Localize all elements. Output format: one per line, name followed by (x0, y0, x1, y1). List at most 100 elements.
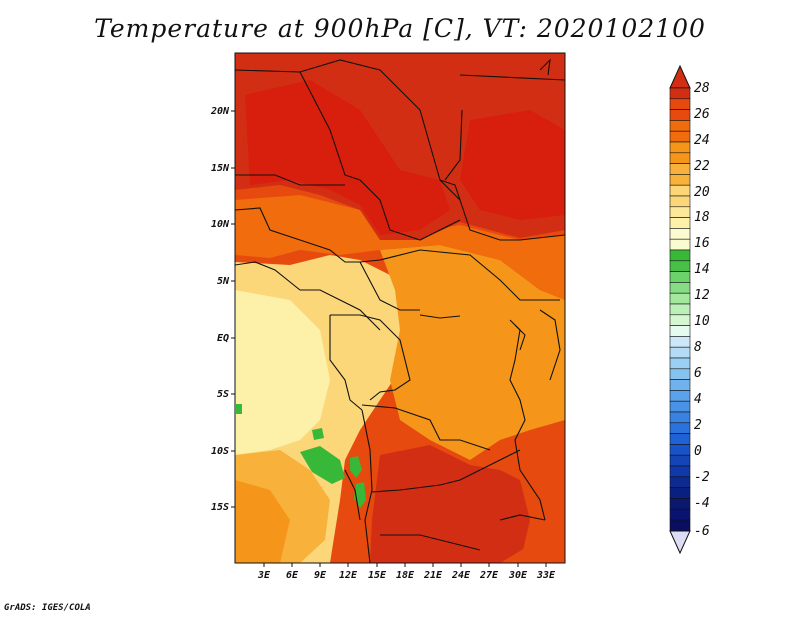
field-zone-ocean-warmer (235, 480, 290, 563)
colorbar-segment (669, 238, 691, 251)
colorbar-label: 20 (694, 185, 710, 200)
colorbar-label: 16 (694, 236, 710, 251)
colorbar-top-arrow (669, 64, 691, 89)
colorbar-segment (669, 174, 691, 186)
colorbar-label: 8 (694, 340, 702, 355)
map-frame (234, 52, 566, 564)
field-zone-green-patch-5 (236, 404, 242, 414)
colorbar-segment (669, 141, 691, 154)
colorbar-segment (669, 152, 691, 164)
colorbar-segment (669, 400, 691, 413)
map-borders (235, 58, 565, 563)
colorbar-label: 26 (694, 107, 710, 122)
lon-label-9e: 9E (314, 570, 327, 581)
colorbar-segment (669, 217, 691, 229)
colorbar-segment (669, 130, 691, 143)
credit-text: GrADS: IGES/COLA (4, 603, 91, 613)
colorbar-segment (669, 314, 691, 326)
border-line-7 (359, 261, 420, 311)
colorbar-label: 22 (694, 159, 710, 174)
border-line-13 (371, 449, 521, 493)
colorbar-segment (669, 87, 691, 100)
colorbar-segment (669, 271, 691, 283)
colorbar-segment (669, 260, 691, 272)
colorbar-label: -2 (694, 470, 710, 485)
field-zone-sahel-core (245, 80, 450, 235)
colorbar-segment (669, 454, 691, 467)
colorbar-label: 4 (694, 392, 702, 407)
colorbar-segment (669, 303, 691, 316)
field-zone-south-hot (370, 445, 540, 563)
lat-label-eq: EQ (217, 333, 229, 344)
lat-label-10n: 10N (211, 219, 230, 230)
colorbar-segment (669, 206, 691, 218)
field-zone-south-east (500, 430, 565, 563)
lon-label-18e: 18E (396, 570, 415, 581)
border-line-21 (419, 314, 461, 319)
colorbar-label: 12 (694, 288, 710, 303)
lon-label-27e: 27E (479, 570, 499, 581)
colorbar-segment (669, 465, 691, 478)
latitude-axis (231, 110, 235, 508)
lon-label-6e: 6E (286, 570, 299, 581)
border-line-4 (299, 71, 461, 241)
colorbar-segment (669, 163, 691, 175)
chart-title: Temperature at 900hPa [C], VT: 202010210… (94, 14, 706, 43)
colorbar-segment (669, 109, 691, 121)
colorbar-segment (669, 292, 691, 305)
colorbar-segment (669, 519, 691, 532)
colorbar-segment (669, 282, 691, 294)
lat-label-15n: 15N (211, 163, 230, 174)
colorbar-label: 6 (694, 366, 702, 381)
lon-label-15e: 15E (368, 570, 387, 581)
field-zone-midlat-band (235, 195, 565, 300)
temperature-field (235, 53, 565, 563)
lon-label-12e: 12E (339, 570, 358, 581)
lon-label-33e: 33E (536, 570, 556, 581)
colorbar-label: 28 (694, 81, 710, 96)
colorbar-segment (669, 249, 691, 262)
colorbar-segment (669, 336, 691, 348)
border-line-5 (235, 174, 345, 186)
field-zone-ocean-cooler (235, 290, 330, 455)
colorbar-segment (669, 433, 691, 445)
field-zone-green-patch-4 (312, 428, 324, 440)
lat-label-20n: 20N (210, 106, 230, 117)
field-zone-green-patch-2 (350, 456, 362, 478)
colorbar-segment (669, 444, 691, 456)
lat-label-5n: 5N (217, 276, 230, 287)
colorbar-label: 0 (694, 444, 702, 459)
colorbar-segment (669, 411, 691, 424)
colorbar-segment (669, 379, 691, 391)
colorbar-segment (669, 228, 691, 240)
colorbar-segment (669, 120, 691, 132)
border-line-12 (361, 409, 373, 563)
border-line-17 (439, 179, 461, 201)
colorbar-label: 18 (694, 210, 710, 225)
colorbar-segment (669, 357, 691, 370)
lon-label-21e: 21E (423, 570, 443, 581)
colorbar-segment (669, 390, 691, 402)
lon-label-24e: 24E (451, 570, 471, 581)
colorbar-segment (669, 368, 691, 380)
lat-label-5s: 5S (217, 389, 229, 400)
border-line-8 (235, 261, 381, 331)
colorbar-segment (669, 325, 691, 337)
colorbar-label: -4 (694, 496, 710, 511)
border-line-2 (459, 74, 565, 81)
colorbar-segment (669, 346, 691, 359)
colorbar-segment (669, 498, 691, 510)
field-zone-east-hot (460, 110, 565, 220)
border-line-11 (361, 404, 491, 451)
colorbar-bottom-arrow (669, 530, 691, 555)
colorbar-segment (669, 195, 691, 208)
colorbar-label: 10 (694, 314, 710, 329)
longitude-axis (263, 563, 547, 567)
border-line-3 (444, 109, 463, 181)
lat-label-15s: 15S (211, 502, 229, 513)
colorbar-label: 24 (694, 133, 710, 148)
field-zone-green-patch-1 (300, 446, 345, 484)
border-line-9 (330, 314, 411, 401)
colorbar-segment (669, 476, 691, 488)
